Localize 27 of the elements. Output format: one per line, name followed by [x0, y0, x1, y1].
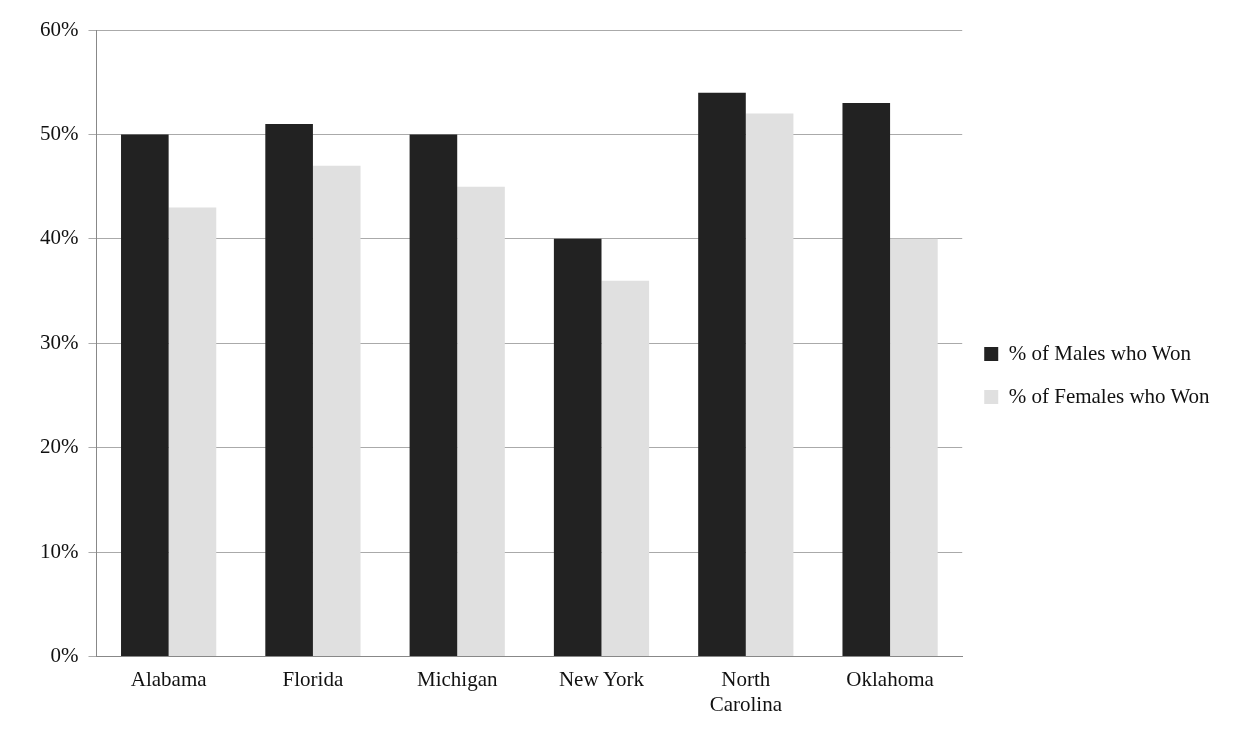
bar	[698, 92, 746, 657]
y-tick-label: 10%	[39, 538, 79, 563]
x-tick-label: Michigan	[416, 666, 498, 691]
legend-label: % of Males who Won	[1008, 340, 1192, 365]
y-tick-label: 50%	[39, 120, 79, 145]
bar	[890, 238, 938, 657]
y-tick-label: 30%	[39, 329, 79, 354]
y-tick-label: 0%	[50, 643, 79, 668]
x-tick-label: Oklahoma	[846, 666, 935, 691]
bar	[265, 123, 313, 657]
bar	[601, 280, 650, 657]
x-tick-label: Alabama	[130, 666, 208, 691]
bar	[409, 134, 458, 657]
x-tick-label: North Carolina	[709, 666, 783, 716]
y-tick-label: 60%	[39, 16, 79, 41]
legend-label: % of Females who Won	[1008, 383, 1211, 408]
bar	[553, 238, 602, 657]
x-tick-label: Florida	[282, 666, 344, 691]
x-tick-label: New York	[558, 666, 645, 691]
bar	[745, 113, 794, 657]
bar	[312, 165, 361, 657]
bar	[457, 186, 505, 657]
bar	[842, 103, 891, 657]
y-tick-label: 20%	[39, 434, 79, 459]
y-tick-label: 40%	[39, 225, 79, 250]
bar	[121, 134, 169, 657]
bar	[168, 207, 217, 657]
